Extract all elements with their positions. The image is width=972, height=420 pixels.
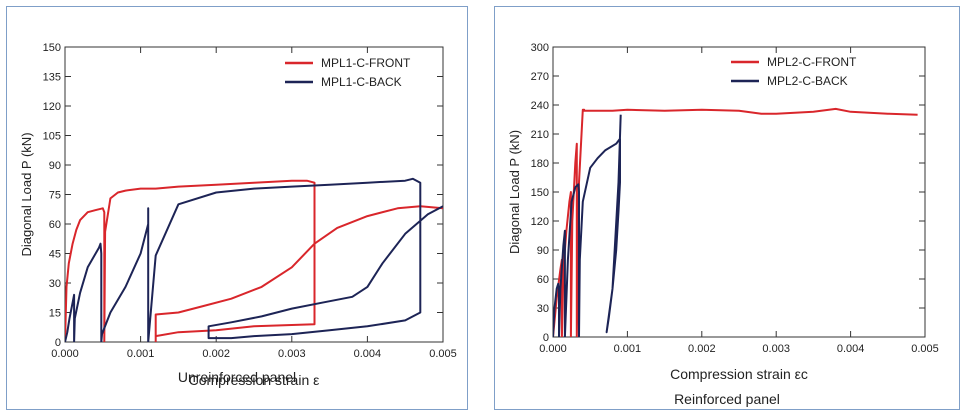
y-tick-label: 150: [531, 187, 549, 199]
x-tick-label: 0.004: [837, 343, 865, 355]
x-tick-label: 0.005: [429, 348, 457, 360]
x-axis-label: Compression strain εc: [670, 366, 808, 382]
x-tick-label: 0.002: [688, 343, 716, 355]
x-tick-label: 0.004: [354, 348, 382, 360]
y-tick-label: 120: [43, 101, 61, 113]
y-tick-label: 300: [531, 42, 549, 54]
y-tick-label: 210: [531, 129, 549, 141]
x-tick-label: 0.002: [202, 348, 230, 360]
x-axis-label: Compression strain ε: [189, 372, 320, 388]
y-tick-label: 75: [49, 190, 61, 202]
x-tick-label: 0.000: [539, 343, 567, 355]
y-tick-label: 30: [49, 278, 61, 290]
y-tick-label: 105: [43, 131, 61, 143]
legend-label-mpl1-c-back: MPL1-C-BACK: [321, 75, 402, 89]
x-tick-label: 0.001: [127, 348, 155, 360]
subtitle-reinforced: Reinforced panel: [674, 391, 780, 407]
y-tick-label: 135: [43, 72, 61, 84]
x-tick-label: 0.001: [614, 343, 642, 355]
y-tick-label: 60: [537, 274, 549, 286]
series-line-mpl2-c-back: [553, 114, 622, 337]
y-tick-label: 270: [531, 71, 549, 83]
x-tick-label: 0.005: [911, 343, 939, 355]
y-tick-label: 150: [43, 42, 61, 54]
legend-label-mpl2-c-front: MPL2-C-FRONT: [767, 55, 857, 69]
plot-area-frame: [552, 46, 926, 338]
plot-area-frame: [64, 46, 444, 343]
y-tick-label: 180: [531, 158, 549, 170]
legend-label-mpl1-c-front: MPL1-C-FRONT: [321, 56, 411, 70]
y-tick-label: 60: [49, 219, 61, 231]
y-axis-label: Diagonal Load P (kN): [507, 130, 522, 254]
chart-panel-reinforced: 0 30 60 90 120 150 180 210 240 270 300 0.000 0.001 0.…: [494, 6, 960, 410]
y-tick-label: 90: [49, 160, 61, 172]
legend-label-mpl2-c-back: MPL2-C-BACK: [767, 74, 848, 88]
y-tick-label: 90: [537, 245, 549, 257]
y-tick-label: 15: [49, 308, 61, 320]
x-tick-label: 0.003: [762, 343, 790, 355]
chart-unreinforced-svg: 0 15 30 45 60 75 90 105 120 135 150 0.000 0.001 0.002…: [19, 42, 457, 388]
y-axis-label: Diagonal Load P (kN): [19, 132, 34, 256]
series-line-mpl2-c-front: [553, 107, 918, 337]
y-tick-label: 120: [531, 216, 549, 228]
y-tick-label: 30: [537, 303, 549, 315]
chart-panel-unreinforced: 0 15 30 45 60 75 90 105 120 135 150 0.000 0.001 0.002…: [6, 6, 468, 410]
y-tick-label: 0: [55, 337, 61, 349]
subtitle-unreinforced: Unreinforced panel: [177, 369, 297, 385]
y-tick-label: 0: [543, 332, 549, 344]
x-tick-label: 0.003: [278, 348, 306, 360]
chart-reinforced-svg: 0 30 60 90 120 150 180 210 240 270 300 0.000 0.001 0.…: [507, 42, 939, 382]
x-tick-label: 0.000: [51, 348, 79, 360]
series-line-mpl1-c-back: [65, 177, 443, 342]
y-tick-label: 240: [531, 100, 549, 112]
series-line-mpl1-c-front: [65, 179, 443, 342]
y-tick-label: 45: [49, 249, 61, 261]
